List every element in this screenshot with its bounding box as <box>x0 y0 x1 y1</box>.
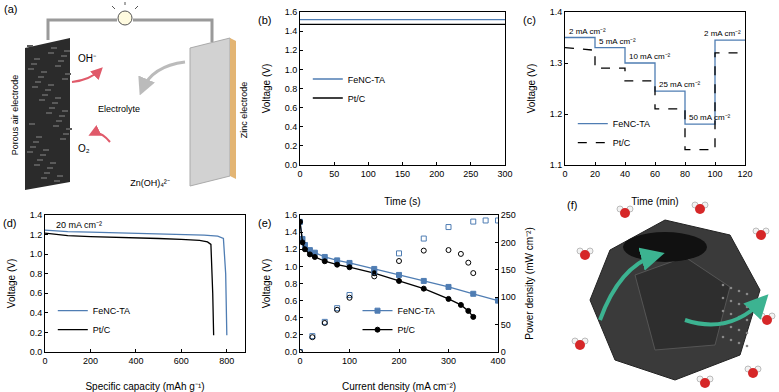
svg-text:1.0: 1.0 <box>285 262 298 272</box>
svg-text:0: 0 <box>501 347 506 357</box>
svg-text:0: 0 <box>42 356 47 366</box>
svg-text:Pt/C: Pt/C <box>93 325 111 335</box>
svg-text:1.2: 1.2 <box>285 244 298 254</box>
svg-text:Specific capacity (mAh g⁻¹): Specific capacity (mAh g⁻¹) <box>85 381 204 392</box>
svg-text:(f): (f) <box>567 199 577 211</box>
svg-text:20: 20 <box>590 169 600 179</box>
svg-text:Voltage (V): Voltage (V) <box>261 259 272 308</box>
svg-text:Pt/C: Pt/C <box>398 325 416 335</box>
svg-text:0.2: 0.2 <box>30 328 43 338</box>
svg-text:O₂: O₂ <box>78 143 90 154</box>
svg-text:400: 400 <box>128 356 143 366</box>
svg-text:0.8: 0.8 <box>285 279 298 289</box>
svg-text:50 mA cm⁻²: 50 mA cm⁻² <box>689 113 731 122</box>
svg-text:250: 250 <box>463 169 478 179</box>
svg-text:Porous air electrode: Porous air electrode <box>10 75 20 156</box>
svg-text:50: 50 <box>501 320 511 330</box>
svg-text:1.4: 1.4 <box>30 210 43 220</box>
svg-text:100: 100 <box>501 292 516 302</box>
svg-text:25 mA cm⁻²: 25 mA cm⁻² <box>659 80 701 89</box>
svg-text:OH⁻: OH⁻ <box>78 53 97 64</box>
svg-text:Current density (mA cm⁻²): Current density (mA cm⁻²) <box>342 381 456 392</box>
svg-text:1.4: 1.4 <box>285 227 298 237</box>
svg-text:1.0: 1.0 <box>30 249 43 259</box>
svg-text:(c): (c) <box>523 14 536 26</box>
svg-text:1.4: 1.4 <box>285 26 298 36</box>
svg-text:(e): (e) <box>258 217 271 229</box>
svg-text:60: 60 <box>650 169 660 179</box>
svg-text:1.0: 1.0 <box>285 65 298 75</box>
svg-text:10 mA cm⁻²: 10 mA cm⁻² <box>629 52 671 61</box>
svg-text:0.6: 0.6 <box>285 103 298 113</box>
svg-text:0.6: 0.6 <box>30 288 43 298</box>
svg-text:150: 150 <box>501 265 516 275</box>
svg-text:Zn(OH)₄²⁻: Zn(OH)₄²⁻ <box>130 178 170 188</box>
svg-text:100: 100 <box>707 169 722 179</box>
svg-text:0.0: 0.0 <box>285 347 298 357</box>
svg-text:1.6: 1.6 <box>285 210 298 220</box>
svg-text:Pt/C: Pt/C <box>348 94 366 104</box>
svg-text:FeNC-TA: FeNC-TA <box>93 306 130 316</box>
svg-text:0.0: 0.0 <box>285 160 298 170</box>
svg-text:1.1: 1.1 <box>550 160 563 170</box>
svg-text:2 mA cm⁻²: 2 mA cm⁻² <box>704 29 741 38</box>
svg-text:2 mA cm⁻²: 2 mA cm⁻² <box>569 27 606 36</box>
svg-text:Voltage (V): Voltage (V) <box>261 64 272 113</box>
svg-text:1.4: 1.4 <box>550 7 563 17</box>
svg-text:300: 300 <box>441 356 456 366</box>
svg-text:40: 40 <box>620 169 630 179</box>
svg-text:Voltage (V): Voltage (V) <box>526 64 537 113</box>
svg-text:Time (min): Time (min) <box>631 196 678 207</box>
svg-text:1.2: 1.2 <box>30 230 43 240</box>
svg-text:(d): (d) <box>3 217 16 229</box>
svg-text:Power density (mW cm⁻²): Power density (mW cm⁻²) <box>524 227 535 339</box>
svg-text:FeNC-TA: FeNC-TA <box>348 75 385 85</box>
svg-text:(b): (b) <box>258 14 271 26</box>
svg-text:100: 100 <box>361 169 376 179</box>
svg-text:200: 200 <box>83 356 98 366</box>
svg-text:0: 0 <box>297 356 302 366</box>
svg-text:0.8: 0.8 <box>285 84 298 94</box>
svg-text:50: 50 <box>329 169 339 179</box>
svg-text:150: 150 <box>395 169 410 179</box>
svg-text:0.6: 0.6 <box>285 296 298 306</box>
svg-text:600: 600 <box>174 356 189 366</box>
svg-text:0: 0 <box>562 169 567 179</box>
svg-text:100: 100 <box>342 356 357 366</box>
svg-text:0.4: 0.4 <box>30 308 43 318</box>
svg-text:1.6: 1.6 <box>285 7 298 17</box>
svg-text:0.4: 0.4 <box>285 313 298 323</box>
svg-text:(a): (a) <box>4 3 17 15</box>
svg-text:1.3: 1.3 <box>550 58 563 68</box>
svg-text:0.2: 0.2 <box>285 330 298 340</box>
svg-text:0.2: 0.2 <box>285 141 298 151</box>
svg-text:250: 250 <box>501 210 516 220</box>
svg-text:0: 0 <box>297 169 302 179</box>
svg-text:120: 120 <box>737 169 752 179</box>
svg-text:Voltage (V): Voltage (V) <box>6 259 17 308</box>
svg-text:1.2: 1.2 <box>285 45 298 55</box>
svg-text:Time (s): Time (s) <box>384 196 420 207</box>
svg-text:0.0: 0.0 <box>30 347 43 357</box>
svg-text:800: 800 <box>219 356 234 366</box>
svg-text:200: 200 <box>501 238 516 248</box>
svg-text:FeNC-TA: FeNC-TA <box>613 119 650 129</box>
svg-text:Electrolyte: Electrolyte <box>98 104 140 114</box>
svg-text:5 mA cm⁻²: 5 mA cm⁻² <box>599 37 636 46</box>
svg-text:200: 200 <box>391 356 406 366</box>
svg-text:Pt/C: Pt/C <box>613 138 631 148</box>
svg-text:1.2: 1.2 <box>550 109 563 119</box>
svg-text:FeNC-TA: FeNC-TA <box>398 306 435 316</box>
svg-text:200: 200 <box>429 169 444 179</box>
svg-text:0.8: 0.8 <box>30 269 43 279</box>
svg-text:80: 80 <box>680 169 690 179</box>
svg-text:20 mA cm⁻²: 20 mA cm⁻² <box>56 220 102 230</box>
svg-text:300: 300 <box>497 169 512 179</box>
svg-text:Zinc electrode: Zinc electrode <box>239 82 249 139</box>
svg-text:400: 400 <box>490 356 505 366</box>
svg-text:0.4: 0.4 <box>285 122 298 132</box>
